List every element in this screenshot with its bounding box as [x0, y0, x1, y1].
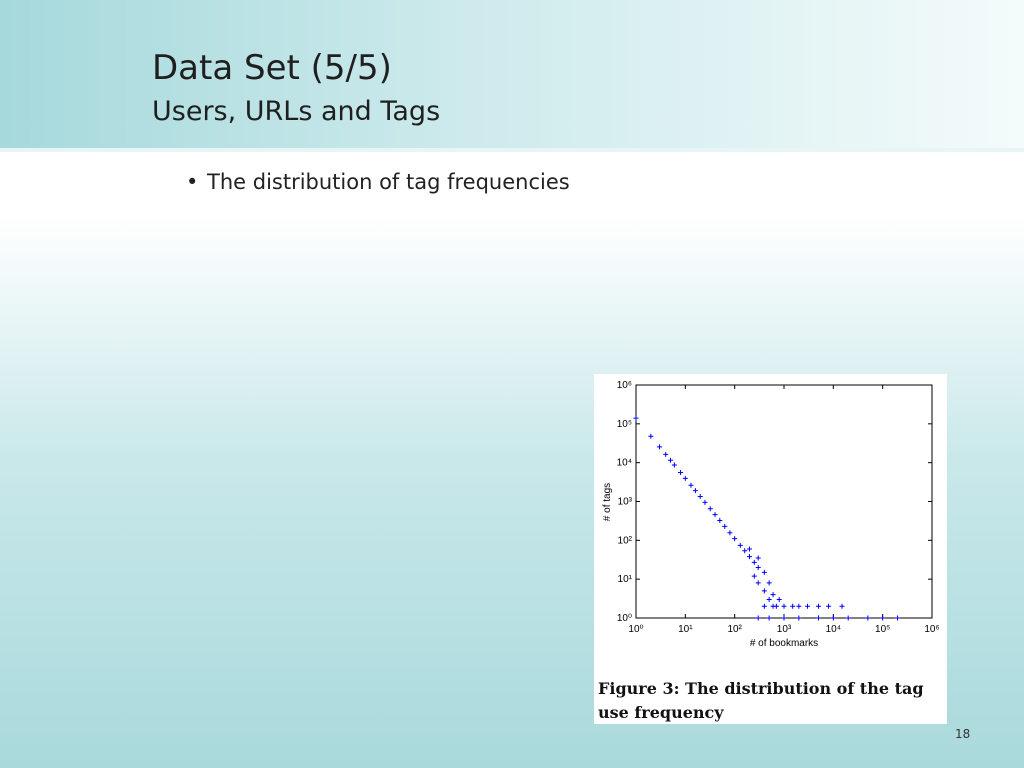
scatter-point — [781, 615, 787, 621]
y-tick-label: 10¹ — [618, 574, 633, 585]
y-tick-label: 10² — [618, 535, 633, 546]
scatter-point — [766, 596, 772, 602]
scatter-point — [796, 603, 802, 609]
scatter-point — [633, 415, 639, 421]
x-tick-label: 10⁶ — [924, 624, 939, 635]
scatter-point — [692, 488, 698, 494]
scatter-point — [751, 559, 757, 565]
scatter-point — [707, 506, 713, 512]
scatter-point — [776, 596, 782, 602]
scatter-point — [761, 569, 767, 575]
y-tick-label: 10⁴ — [617, 458, 632, 469]
scatter-point — [747, 546, 753, 552]
scatter-point — [663, 451, 669, 457]
x-tick-label: 10⁵ — [875, 624, 890, 635]
x-tick-label: 10⁴ — [826, 624, 841, 635]
scatter-point — [657, 444, 663, 450]
scatter-point — [826, 603, 832, 609]
x-axis-label: # of bookmarks — [750, 638, 818, 649]
scatter-point — [761, 603, 767, 609]
x-tick-label: 10³ — [777, 624, 792, 635]
y-axis-label: # of tags — [602, 483, 613, 521]
scatter-point — [688, 482, 694, 488]
page-number: 18 — [955, 727, 971, 741]
scatter-point — [770, 592, 776, 598]
scatter-point — [755, 555, 761, 561]
y-tick-label: 10⁵ — [617, 419, 632, 430]
scatter-point — [722, 523, 728, 529]
scatter-point — [732, 536, 738, 542]
scatter-point — [815, 615, 821, 621]
y-tick-label: 10³ — [618, 497, 633, 508]
x-tick-label: 10¹ — [678, 624, 693, 635]
scatter-point — [761, 588, 767, 594]
scatter-point — [667, 457, 673, 463]
x-tick-label: 10⁰ — [628, 624, 643, 635]
slide-subtitle: Users, URLs and Tags — [152, 96, 441, 127]
scatter-point — [682, 475, 688, 481]
scatter-point — [830, 615, 836, 621]
scatter-point — [805, 603, 811, 609]
scatter-point — [747, 554, 753, 560]
scatter-point — [697, 493, 703, 499]
scatter-point — [895, 615, 901, 621]
scatter-point — [737, 542, 743, 548]
y-tick-label: 10⁶ — [617, 380, 632, 391]
scatter-point — [845, 615, 851, 621]
scatter-point — [755, 564, 761, 570]
y-tick-label: 10⁰ — [617, 613, 632, 624]
scatter-point — [712, 512, 718, 518]
scatter-point — [865, 615, 871, 621]
scatter-point — [766, 580, 772, 586]
scatter-point — [796, 615, 802, 621]
scatter-point — [839, 603, 845, 609]
scatter-point — [727, 530, 733, 536]
scatter-point — [880, 615, 886, 621]
scatter-point — [770, 603, 776, 609]
scatter-point — [781, 603, 787, 609]
scatter-point — [755, 580, 761, 586]
header-band — [0, 0, 1024, 152]
scatter-point — [648, 433, 654, 439]
scatter-point — [751, 573, 757, 579]
x-tick-label: 10² — [727, 624, 742, 635]
scatter-point — [678, 470, 684, 476]
scatter-point — [702, 499, 708, 505]
scatter-point — [766, 615, 772, 621]
slide-title: Data Set (5/5) — [152, 48, 392, 88]
scatter-point — [717, 517, 723, 523]
scatter-point — [742, 548, 748, 554]
bullet-dot: • — [186, 170, 199, 194]
scatter-point — [815, 603, 821, 609]
figure-background — [594, 374, 947, 724]
bullet-text: The distribution of tag frequencies — [207, 170, 570, 194]
scatter-point — [790, 603, 796, 609]
figure-caption: Figure 3: The distribution of the tag us… — [598, 679, 924, 722]
scatter-point — [671, 462, 677, 468]
scatter-point — [755, 615, 761, 621]
